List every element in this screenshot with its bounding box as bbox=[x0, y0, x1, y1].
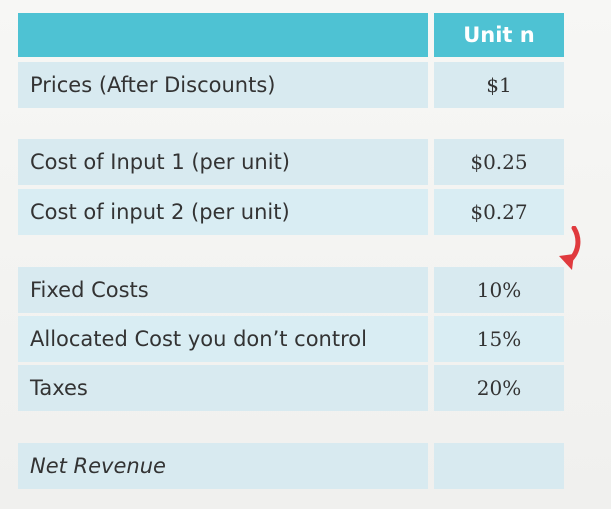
row-label: Prices (After Discounts) bbox=[18, 62, 428, 108]
row-value bbox=[434, 443, 564, 489]
row-value: $0.25 bbox=[434, 139, 564, 185]
table-header-row: Unit n bbox=[18, 13, 564, 57]
row-label: Allocated Cost you don’t control bbox=[18, 316, 428, 362]
row-label: Taxes bbox=[18, 365, 428, 411]
curved-arrow-down-left-icon bbox=[559, 226, 581, 270]
table-row-prices: Prices (After Discounts) $1 bbox=[18, 62, 564, 108]
row-label: Cost of input 2 (per unit) bbox=[18, 189, 428, 235]
table-row-net-revenue: Net Revenue bbox=[18, 443, 564, 489]
row-value: 20% bbox=[434, 365, 564, 411]
row-value: 10% bbox=[434, 267, 564, 313]
header-label-cell bbox=[18, 13, 428, 57]
row-value: $1 bbox=[434, 62, 564, 108]
table-row-fixed-costs: Fixed Costs 10% bbox=[18, 267, 564, 313]
table-row-cost-input-2: Cost of input 2 (per unit) $0.27 bbox=[18, 189, 564, 235]
header-unit-n: Unit n bbox=[434, 13, 564, 57]
row-value: 15% bbox=[434, 316, 564, 362]
table-row-cost-input-1: Cost of Input 1 (per unit) $0.25 bbox=[18, 139, 564, 185]
table-row-allocated-cost: Allocated Cost you don’t control 15% bbox=[18, 316, 564, 362]
row-value: $0.27 bbox=[434, 189, 564, 235]
row-label: Net Revenue bbox=[18, 443, 428, 489]
table-row-taxes: Taxes 20% bbox=[18, 365, 564, 411]
row-label: Cost of Input 1 (per unit) bbox=[18, 139, 428, 185]
row-label: Fixed Costs bbox=[18, 267, 428, 313]
